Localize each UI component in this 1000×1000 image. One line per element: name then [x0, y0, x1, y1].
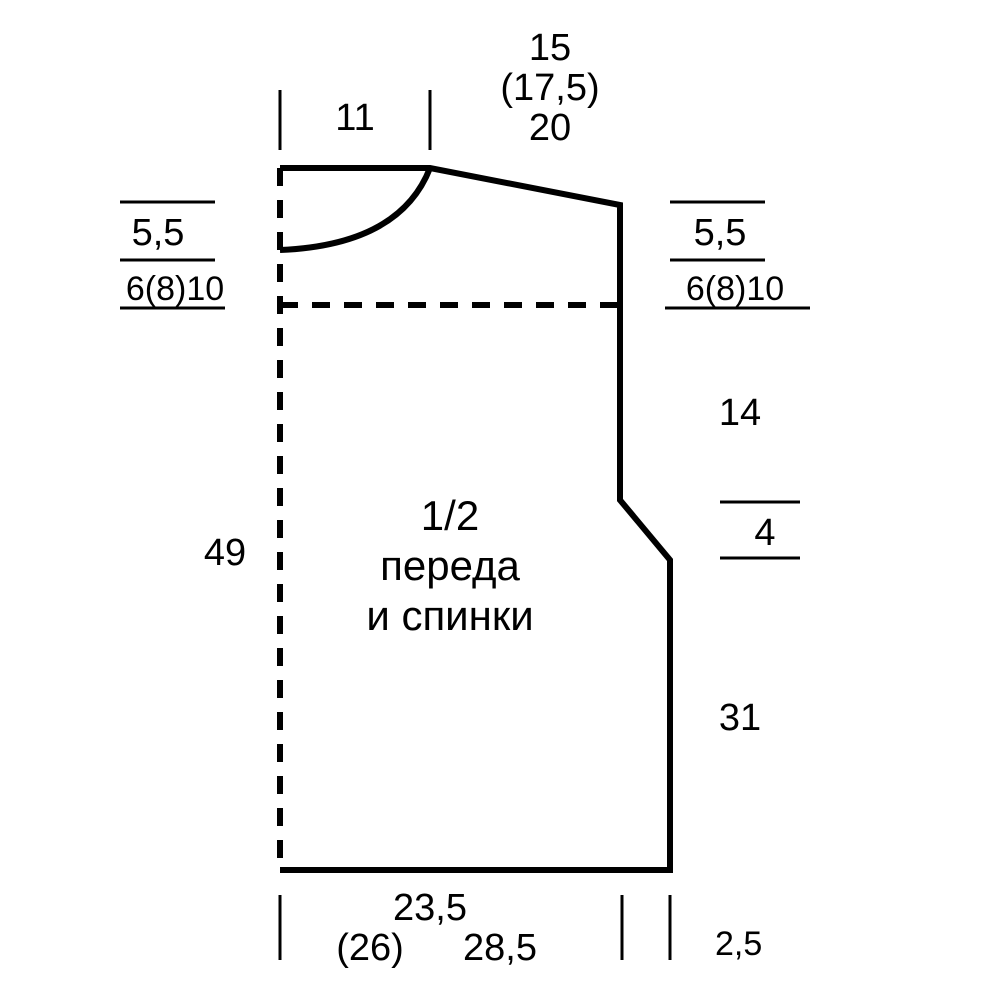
label-center_2: переда [380, 542, 520, 589]
label-bottom_26: (26) [336, 927, 404, 969]
label-right_55: 5,5 [694, 212, 747, 254]
label-bottom_25: 2,5 [715, 925, 762, 963]
label-bottom_235: 23,5 [393, 887, 467, 929]
label-right_6810: 6(8)10 [686, 270, 784, 308]
pattern-diagram: 11 15(17,5)20 5,5 5,5 6(8)10 6(8)10 14 4 31 49 23,… [0, 0, 1000, 1000]
label-right_4: 4 [754, 512, 775, 554]
label-left_49: 49 [204, 532, 246, 574]
label-center_3: и спинки [366, 592, 533, 639]
label-left_55: 5,5 [132, 212, 185, 254]
label-left_6810: 6(8)10 [126, 270, 224, 308]
label-right_31: 31 [719, 697, 761, 739]
label-top_20: 20 [529, 107, 571, 149]
label-top_15: 15 [529, 27, 571, 69]
label-top_11: 11 [335, 97, 374, 139]
label-bottom_285: 28,5 [463, 927, 537, 969]
label-top_175: (17,5) [500, 67, 599, 109]
neckline-curve [280, 168, 430, 250]
label-right_14: 14 [719, 392, 761, 434]
label-center_1: 1/2 [421, 492, 479, 539]
